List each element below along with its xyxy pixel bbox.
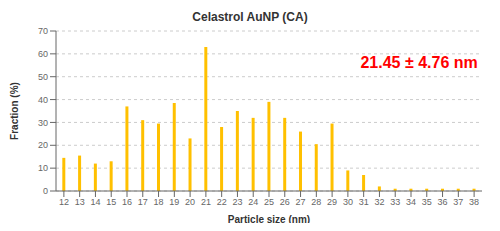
svg-text:31: 31	[359, 197, 369, 207]
svg-text:19: 19	[169, 197, 179, 207]
svg-text:18: 18	[154, 197, 164, 207]
svg-text:16: 16	[122, 197, 132, 207]
svg-text:38: 38	[469, 197, 479, 207]
svg-text:17: 17	[138, 197, 148, 207]
svg-text:10: 10	[38, 163, 48, 173]
svg-text:34: 34	[406, 197, 416, 207]
svg-text:13: 13	[75, 197, 85, 207]
svg-text:24: 24	[248, 197, 258, 207]
svg-text:20: 20	[38, 140, 48, 150]
svg-text:20: 20	[185, 197, 195, 207]
svg-text:25: 25	[264, 197, 274, 207]
html-text:Celastrol AuNP (CA): Celastrol AuNP (CA)	[192, 10, 308, 24]
svg-text:70: 70	[38, 26, 48, 36]
svg-text:37: 37	[453, 197, 463, 207]
svg-text:Fraction (%): Fraction (%)	[9, 82, 20, 140]
svg-text:50: 50	[38, 72, 48, 82]
svg-text:14: 14	[90, 197, 100, 207]
svg-text:33: 33	[390, 197, 400, 207]
svg-text:36: 36	[438, 197, 448, 207]
svg-text:21: 21	[201, 197, 211, 207]
svg-text:32: 32	[374, 197, 384, 207]
svg-text:Particle size (nm): Particle size (nm)	[228, 214, 310, 223]
svg-text:60: 60	[38, 49, 48, 59]
svg-text:35: 35	[422, 197, 432, 207]
svg-text:15: 15	[106, 197, 116, 207]
svg-text:30: 30	[38, 118, 48, 128]
svg-text:26: 26	[280, 197, 290, 207]
svg-text:29: 29	[327, 197, 337, 207]
html-text:21.45 ± 4.76 nm: 21.45 ± 4.76 nm	[360, 54, 478, 71]
svg-text:28: 28	[311, 197, 321, 207]
svg-text:40: 40	[38, 95, 48, 105]
svg-text:0: 0	[43, 186, 48, 196]
svg-text:23: 23	[232, 197, 242, 207]
svg-text:12: 12	[59, 197, 69, 207]
svg-text:30: 30	[343, 197, 353, 207]
svg-text:22: 22	[217, 197, 227, 207]
svg-text:27: 27	[296, 197, 306, 207]
